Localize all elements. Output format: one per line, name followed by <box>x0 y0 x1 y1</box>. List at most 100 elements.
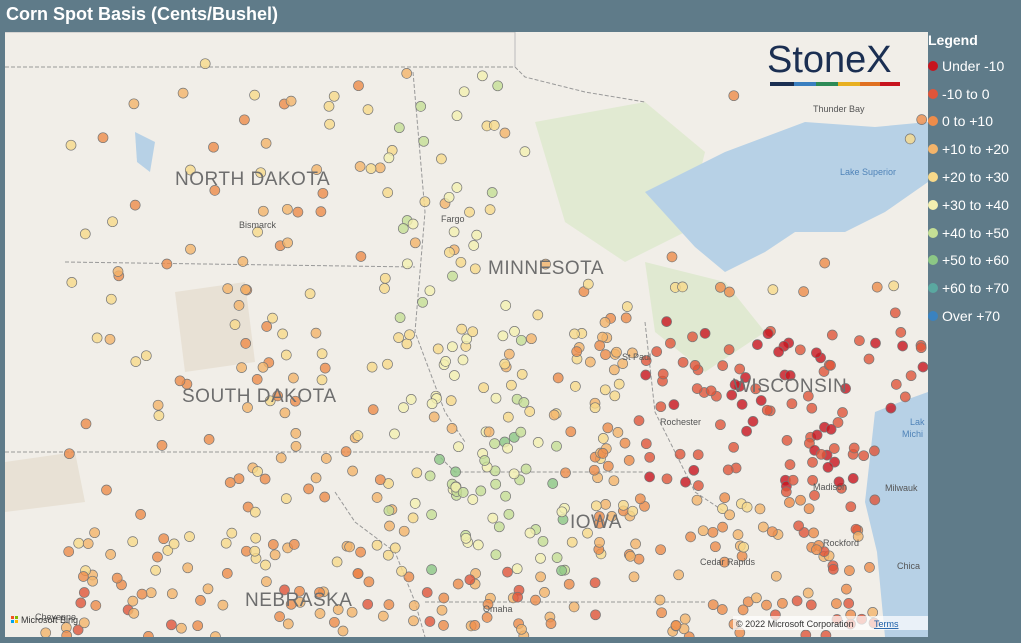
basis-point[interactable] <box>484 204 496 215</box>
basis-point[interactable] <box>250 532 262 544</box>
basis-point[interactable] <box>195 595 206 606</box>
basis-point[interactable] <box>319 362 331 374</box>
basis-point[interactable] <box>490 392 502 404</box>
basis-point[interactable] <box>184 164 196 176</box>
basis-point[interactable] <box>438 620 449 631</box>
basis-point[interactable] <box>467 326 479 338</box>
basis-point[interactable] <box>272 390 284 402</box>
basis-point[interactable] <box>282 203 293 215</box>
basis-point[interactable] <box>464 206 475 218</box>
basis-point[interactable] <box>353 80 364 92</box>
basis-point[interactable] <box>257 205 269 217</box>
basis-point[interactable] <box>101 484 112 496</box>
basis-point[interactable] <box>304 288 316 300</box>
basis-point[interactable] <box>666 251 678 263</box>
basis-point[interactable] <box>404 329 415 341</box>
basis-point[interactable] <box>691 383 703 394</box>
legend-item[interactable]: +60 to +70 <box>928 274 1021 302</box>
basis-point[interactable] <box>314 608 326 619</box>
basis-point[interactable] <box>620 312 632 324</box>
basis-point[interactable] <box>229 319 241 330</box>
basis-point[interactable] <box>503 508 515 520</box>
basis-point[interactable] <box>628 571 640 583</box>
basis-point[interactable] <box>303 483 314 495</box>
basis-point[interactable] <box>489 438 500 449</box>
basis-point[interactable] <box>728 90 740 102</box>
basis-point[interactable] <box>736 399 748 410</box>
basis-point[interactable] <box>897 340 908 352</box>
basis-point[interactable] <box>424 470 436 482</box>
basis-point[interactable] <box>766 526 778 538</box>
basis-point[interactable] <box>673 569 684 581</box>
basis-point[interactable] <box>870 337 881 349</box>
basis-point[interactable] <box>355 251 367 262</box>
basis-point[interactable] <box>104 333 116 345</box>
basis-point[interactable] <box>337 625 349 637</box>
basis-point[interactable] <box>654 594 666 606</box>
basis-point[interactable] <box>389 428 400 440</box>
basis-point[interactable] <box>75 597 87 609</box>
basis-point[interactable] <box>233 473 245 485</box>
basis-point[interactable] <box>401 338 413 350</box>
basis-point[interactable] <box>63 546 75 557</box>
basis-point[interactable] <box>515 334 527 346</box>
basis-point[interactable] <box>747 416 759 427</box>
basis-point[interactable] <box>569 328 580 340</box>
basis-point[interactable] <box>715 281 726 293</box>
basis-point[interactable] <box>436 153 447 165</box>
basis-point[interactable] <box>292 206 304 218</box>
basis-point[interactable] <box>450 481 462 493</box>
basis-point[interactable] <box>290 440 302 452</box>
basis-point[interactable] <box>728 441 739 453</box>
basis-point[interactable] <box>619 437 631 449</box>
basis-point[interactable] <box>90 600 102 611</box>
basis-point[interactable] <box>222 283 234 294</box>
basis-point[interactable] <box>807 456 818 468</box>
basis-point[interactable] <box>469 263 481 275</box>
basis-point[interactable] <box>786 398 798 410</box>
basis-point[interactable] <box>719 492 731 504</box>
basis-point[interactable] <box>621 301 633 312</box>
basis-point[interactable] <box>661 473 673 485</box>
basis-point[interactable] <box>867 607 879 618</box>
basis-point[interactable] <box>128 607 140 619</box>
basis-point[interactable] <box>516 623 527 635</box>
basis-point[interactable] <box>446 423 458 434</box>
basis-point[interactable] <box>845 501 857 513</box>
basis-point[interactable] <box>105 293 117 305</box>
basis-point[interactable] <box>502 566 513 578</box>
basis-point[interactable] <box>79 228 91 240</box>
basis-point[interactable] <box>741 425 752 437</box>
basis-point[interactable] <box>503 348 515 360</box>
basis-point[interactable] <box>752 339 763 350</box>
basis-point[interactable] <box>832 417 844 428</box>
basis-point[interactable] <box>447 270 458 282</box>
basis-point[interactable] <box>472 539 484 551</box>
basis-point[interactable] <box>535 552 546 564</box>
basis-point[interactable] <box>584 356 596 368</box>
basis-point[interactable] <box>456 323 468 335</box>
basis-point[interactable] <box>757 521 769 533</box>
basis-point[interactable] <box>895 327 907 338</box>
basis-point[interactable] <box>408 615 419 627</box>
terms-link[interactable]: Terms <box>874 619 899 629</box>
basis-point[interactable] <box>315 206 327 217</box>
basis-point[interactable] <box>689 360 701 371</box>
basis-point[interactable] <box>398 402 409 413</box>
basis-point[interactable] <box>221 568 233 579</box>
basis-point[interactable] <box>563 578 575 590</box>
basis-point[interactable] <box>317 187 329 199</box>
basis-point[interactable] <box>803 503 815 515</box>
basis-point[interactable] <box>314 587 325 598</box>
basis-point[interactable] <box>367 404 379 415</box>
basis-point[interactable] <box>651 346 663 357</box>
basis-point[interactable] <box>755 395 767 406</box>
basis-point[interactable] <box>208 141 219 153</box>
basis-point[interactable] <box>724 286 735 298</box>
legend-item[interactable]: +20 to +30 <box>928 163 1021 191</box>
basis-point[interactable] <box>174 375 186 387</box>
basis-point[interactable] <box>156 440 168 451</box>
basis-point[interactable] <box>210 631 221 637</box>
basis-point[interactable] <box>471 229 483 241</box>
basis-point[interactable] <box>904 133 916 145</box>
